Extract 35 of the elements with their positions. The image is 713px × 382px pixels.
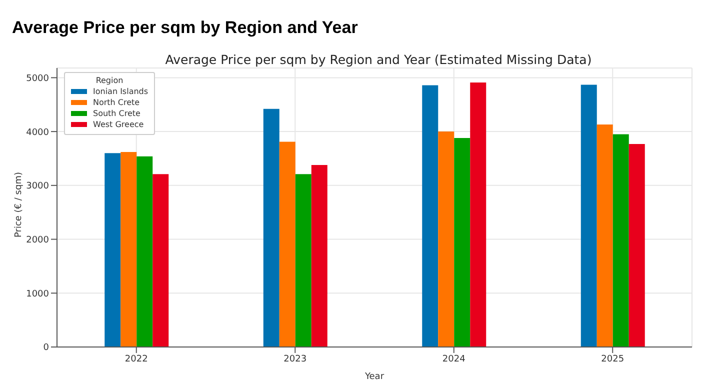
legend-label: Ionian Islands (93, 87, 148, 96)
bar (580, 84, 597, 347)
bar (612, 134, 629, 347)
bar (438, 132, 454, 347)
y-tick-label: 4000 (26, 128, 50, 138)
bar (263, 108, 280, 347)
legend-label: West Greece (93, 120, 144, 129)
x-tick-label: 2023 (284, 354, 307, 364)
bar (120, 152, 137, 347)
y-tick-label: 0 (43, 343, 50, 354)
bar (279, 142, 296, 347)
bar (136, 156, 153, 347)
bar (470, 82, 486, 347)
x-tick-label: 2022 (124, 354, 148, 364)
bar (104, 153, 121, 347)
chart-title: Average Price per sqm by Region and Year (12, 18, 358, 38)
y-tick-label: 5000 (26, 74, 50, 84)
bar (454, 138, 470, 347)
bar (295, 174, 312, 347)
y-axis-title: Price (€ / sqm) (14, 172, 24, 238)
y-tick-label: 1000 (26, 289, 50, 300)
bar (152, 174, 169, 347)
y-tick-label: 2000 (26, 235, 50, 246)
chart-subtitle: Average Price per sqm by Region and Year (Estimated Missing Data) (164, 52, 593, 67)
legend-label: North Crete (93, 98, 140, 107)
x-tick-label: 2025 (601, 354, 624, 364)
bar (628, 144, 645, 347)
bar (422, 85, 438, 347)
bar (596, 124, 613, 347)
legend-title: Region (94, 76, 124, 85)
y-tick-label: 3000 (26, 182, 50, 192)
bar (311, 164, 328, 347)
x-tick-label: 2024 (442, 354, 466, 364)
x-axis-title: Year (364, 372, 384, 382)
legend-label: South Crete (93, 109, 140, 118)
